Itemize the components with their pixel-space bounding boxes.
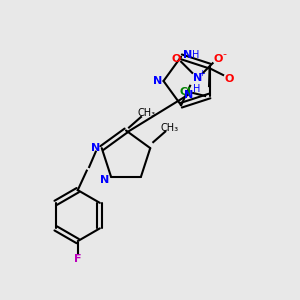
Text: O: O	[171, 54, 181, 64]
Text: -: -	[223, 49, 226, 59]
Text: CH₃: CH₃	[161, 123, 179, 133]
Text: H: H	[192, 50, 200, 60]
Text: N: N	[91, 143, 101, 153]
Text: O: O	[224, 74, 234, 84]
Text: Cl: Cl	[179, 87, 191, 98]
Text: N: N	[184, 89, 193, 100]
Text: N: N	[100, 175, 109, 184]
Text: F: F	[74, 254, 82, 263]
Text: N: N	[183, 50, 192, 60]
Text: H: H	[193, 84, 201, 94]
Text: N: N	[193, 73, 202, 83]
Text: O: O	[213, 54, 223, 64]
Text: N: N	[153, 76, 162, 86]
Text: CH₃: CH₃	[138, 108, 156, 118]
Text: +: +	[198, 69, 205, 78]
